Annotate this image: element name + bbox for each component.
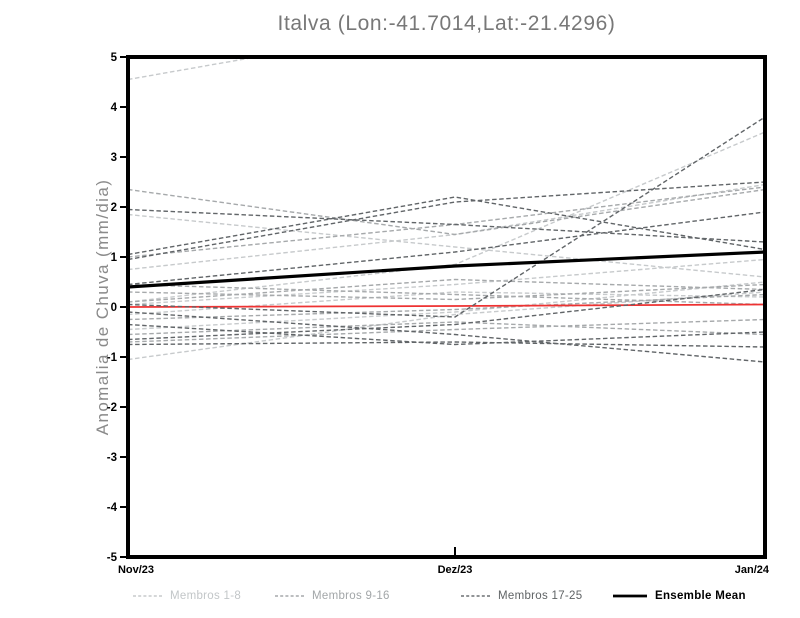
y-tick-label: -5 [107, 552, 118, 564]
legend-label-membros-17-25: Membros 17-25 [498, 590, 583, 602]
legend-item-ensemble-mean: Ensemble Mean [613, 589, 746, 603]
member-line [128, 288, 765, 341]
member-line [128, 196, 765, 256]
x-tick-label: Nov/23 [118, 564, 154, 576]
member-line [128, 213, 765, 278]
y-tick-label: -3 [107, 452, 117, 464]
member-line [128, 311, 765, 363]
member-line [128, 57, 260, 81]
y-tick-label: 0 [111, 302, 117, 314]
legend-item-membros-17-25: Membros 17-25 [461, 589, 582, 603]
member-line [128, 258, 765, 306]
y-tick-label: 2 [111, 202, 117, 214]
legend-swatch-ensemble-mean-icon [613, 594, 647, 598]
member-line [128, 211, 765, 286]
zero-anomaly-line [128, 303, 765, 308]
y-tick-label: -1 [107, 352, 118, 364]
member-line [128, 293, 765, 321]
y-tick-label: 4 [111, 102, 118, 114]
legend-label-membros-9-16: Membros 9-16 [312, 590, 390, 602]
legend-swatch-membros-17-25-icon [461, 595, 490, 597]
member-line [128, 208, 765, 243]
member-line [128, 283, 765, 301]
member-line [128, 321, 765, 336]
legend-label-ensemble-mean: Ensemble Mean [655, 590, 746, 602]
legend-swatch-membros-9-16-icon [275, 595, 304, 597]
member-line [128, 181, 765, 261]
member-line [128, 188, 765, 236]
chart-title: Italva (Lon:-41.7014,Lat:-21.4296) [277, 12, 616, 35]
legend-label-membros-1-8: Membros 1-8 [170, 590, 242, 602]
member-line [128, 323, 765, 346]
x-tick-label: Jan/24 [735, 564, 770, 576]
member-line [128, 318, 765, 343]
x-tick-label: Dez/23 [438, 564, 473, 576]
y-tick-label: 1 [111, 252, 118, 264]
ensemble-mean-line [128, 250, 765, 289]
legend-item-membros-1-8: Membros 1-8 [133, 589, 241, 603]
y-tick-label: 5 [111, 52, 118, 64]
member-line [128, 131, 765, 303]
y-tick-label: -4 [107, 502, 118, 514]
y-tick-label: 3 [111, 152, 117, 164]
member-line [128, 281, 765, 331]
axes-box [126, 55, 767, 559]
legend-swatch-membros-1-8-icon [133, 595, 162, 597]
y-tick-label: -2 [107, 402, 117, 414]
member-line [128, 341, 765, 348]
member-line [128, 116, 765, 318]
member-line [128, 291, 765, 361]
legend-item-membros-9-16: Membros 9-16 [275, 589, 390, 603]
